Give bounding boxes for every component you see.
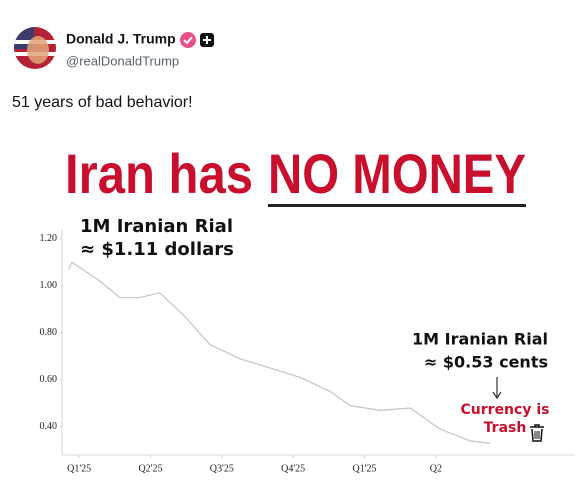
annotation: Trash xyxy=(484,420,527,436)
annotation: 1M Iranian Rial xyxy=(412,330,548,349)
x-tick-label: Q2 xyxy=(430,463,442,474)
x-tick-label: Q4'25 xyxy=(281,463,305,474)
y-tick-label: 1.20 xyxy=(40,233,58,244)
trash-icon xyxy=(530,424,544,442)
y-tick-label: 0.80 xyxy=(40,327,58,338)
title-underline xyxy=(268,204,526,207)
arrow xyxy=(492,377,502,400)
author-handle[interactable]: @realDonaldTrump xyxy=(66,53,179,68)
annotation: ≈ $0.53 cents xyxy=(424,353,548,372)
chart-title-emphasis: NO MONEY xyxy=(268,142,526,205)
author-name[interactable]: Donald J. Trump xyxy=(66,31,176,47)
chart-title: Iran has xyxy=(65,142,253,205)
follow-button[interactable] xyxy=(200,33,214,47)
annotation: 1M Iranian Rial xyxy=(80,216,233,237)
verified-badge xyxy=(180,32,196,48)
x-tick-label: Q1'25 xyxy=(67,463,91,474)
x-tick-label: Q2'25 xyxy=(138,463,162,474)
y-tick-label: 1.00 xyxy=(40,280,58,291)
avatar[interactable] xyxy=(14,27,56,69)
annotation: ≈ $1.11 dollars xyxy=(80,239,234,260)
annotation: Currency is xyxy=(461,402,550,418)
data-line xyxy=(67,261,491,444)
y-tick-label: 0.60 xyxy=(40,374,58,385)
x-tick-label: Q3'25 xyxy=(210,463,234,474)
chart-image: Iran has NO MONEY 1M Iranian Rial ≈ $1.1… xyxy=(40,142,575,474)
post-text: 51 years of bad behavior! xyxy=(12,94,193,111)
x-tick-label: Q1'25 xyxy=(353,463,377,474)
y-tick-label: 0.40 xyxy=(40,421,58,432)
